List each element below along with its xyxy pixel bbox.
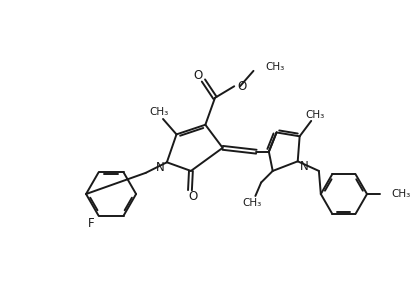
- Text: CH₃: CH₃: [391, 189, 410, 199]
- Text: O: O: [237, 80, 246, 93]
- Text: CH₃: CH₃: [242, 198, 261, 208]
- Text: CH₃: CH₃: [150, 107, 169, 117]
- Text: N: N: [156, 161, 164, 174]
- Text: N: N: [300, 160, 309, 173]
- Text: CH₃: CH₃: [305, 110, 325, 120]
- Text: O: O: [188, 190, 197, 203]
- Text: F: F: [88, 217, 94, 230]
- Text: CH₃: CH₃: [265, 62, 284, 72]
- Text: O: O: [193, 69, 202, 82]
